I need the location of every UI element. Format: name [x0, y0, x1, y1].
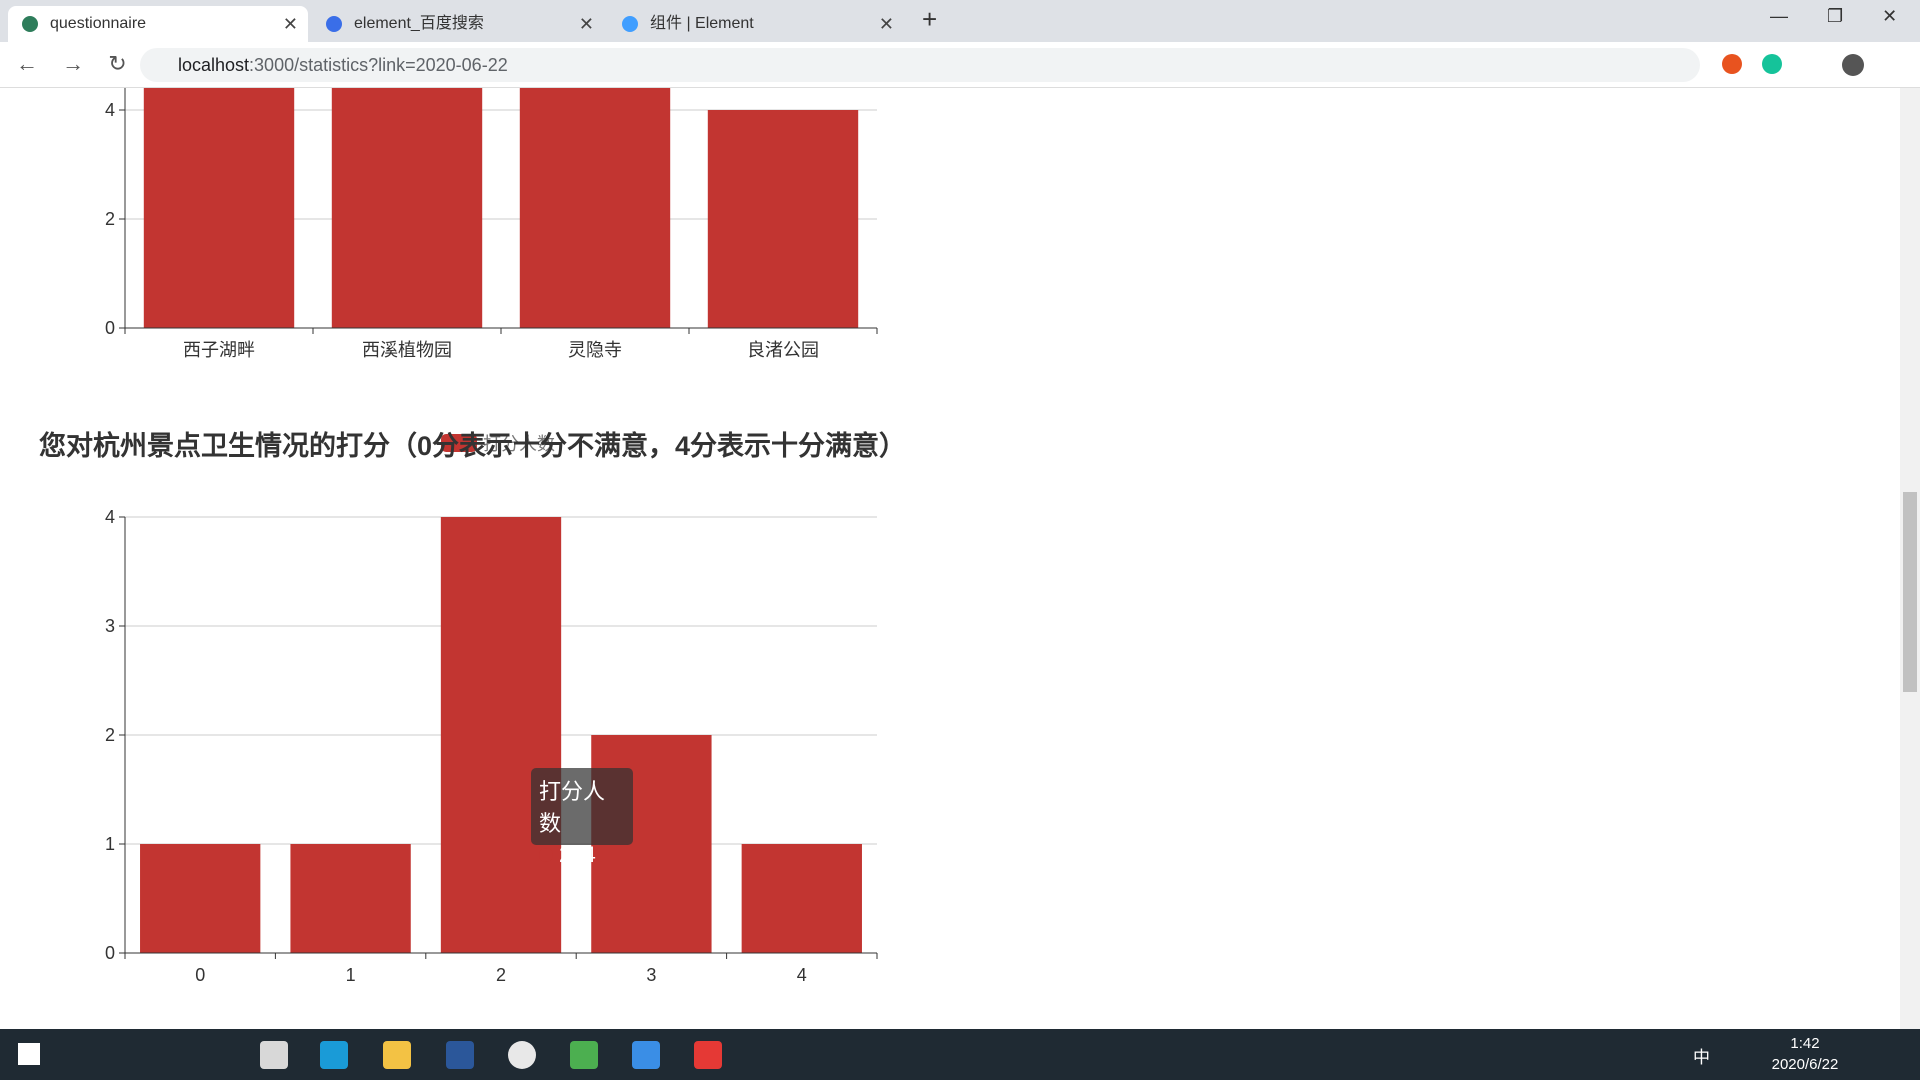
- app-icon[interactable]: [694, 1041, 722, 1069]
- tooltip: 打分人数 2 4: [531, 768, 633, 867]
- app-icon[interactable]: [383, 1041, 411, 1069]
- x-tick-label: 1: [346, 965, 356, 985]
- time: 1:42: [1790, 1035, 1820, 1052]
- x-tick-label: 4: [797, 965, 807, 985]
- tab[interactable]: element_百度搜索 ✕: [312, 6, 604, 42]
- clock[interactable]: 1:42 2020/6/22: [1760, 1033, 1850, 1075]
- app-icon[interactable]: [570, 1041, 598, 1069]
- profile[interactable]: [1842, 54, 1864, 76]
- tooltip-category: 2: [559, 842, 577, 867]
- new-tab[interactable]: +: [922, 4, 938, 34]
- app-icon[interactable]: [320, 1041, 348, 1069]
- x-tick-label: 西溪植物园: [362, 340, 452, 360]
- taskbar: 中 1:42 2020/6/22: [0, 1029, 1920, 1080]
- app-icon[interactable]: [508, 1041, 536, 1069]
- y-tick-label: 2: [105, 209, 115, 229]
- tooltip-title: 打分人数: [539, 779, 606, 836]
- bar: [707, 110, 859, 328]
- bar: [290, 844, 411, 953]
- y-tick-label: 2: [105, 725, 115, 745]
- extension[interactable]: [1762, 54, 1782, 74]
- extension[interactable]: [1722, 54, 1742, 74]
- app-icon[interactable]: [446, 1041, 474, 1069]
- tab-strip: questionnaire ✕ element_百度搜索 ✕ 组件 | Elemen…: [0, 0, 1920, 42]
- x-tick-label: 西子湖畔: [183, 340, 255, 360]
- bar: [741, 844, 862, 953]
- ime-indicator[interactable]: 中: [1693, 1048, 1710, 1067]
- url-host: localhost: [178, 55, 250, 75]
- window-controls[interactable]: — ❐ ✕: [1770, 6, 1898, 26]
- page-content: 0246西子湖畔西溪植物园灵隐寺良渚公园0123401234 打分人数 您对杭州…: [0, 88, 1920, 1029]
- y-tick-label: 0: [105, 943, 115, 963]
- scrollbar[interactable]: [1900, 88, 1920, 1029]
- app-icon[interactable]: [260, 1041, 288, 1069]
- legend-label: 打分人数: [483, 434, 555, 454]
- nav-buttons[interactable]: ← → ↻: [16, 51, 127, 76]
- chart-title: 您对杭州景点卫生情况的打分（0分表示十分不满意，4分表示十分满意）: [39, 431, 907, 461]
- x-tick-label: 良渚公园: [747, 340, 819, 360]
- tab-title: element_百度搜索: [354, 15, 484, 32]
- tab[interactable]: questionnaire ✕: [8, 6, 308, 42]
- charts: 0246西子湖畔西溪植物园灵隐寺良渚公园0123401234: [105, 88, 878, 985]
- tooltip-value: 4: [583, 842, 596, 867]
- x-tick-label: 2: [496, 965, 506, 985]
- y-tick-label: 3: [105, 616, 115, 636]
- tab-title: 组件 | Element: [650, 15, 754, 32]
- bar: [140, 844, 261, 953]
- date: 2020/6/22: [1771, 1056, 1839, 1073]
- x-tick-label: 0: [195, 965, 205, 985]
- tab[interactable]: 组件 | Element ✕: [608, 6, 904, 42]
- app-icon[interactable]: [632, 1041, 660, 1069]
- y-tick-label: 1: [105, 834, 115, 854]
- y-tick-label: 4: [105, 507, 115, 527]
- toolbar: ← → ↻ localhost:3000/statistics?link=202…: [0, 42, 1920, 88]
- bar: [331, 88, 483, 328]
- bar: [519, 88, 671, 328]
- bar: [143, 88, 295, 328]
- x-tick-label: 3: [646, 965, 656, 985]
- tab-title: questionnaire: [50, 15, 147, 32]
- x-tick-label: 灵隐寺: [568, 340, 622, 360]
- url-rest: :3000/statistics?link=2020-06-22: [249, 55, 508, 75]
- scroll-thumb[interactable]: [1903, 492, 1917, 692]
- y-tick-label: 4: [105, 100, 115, 120]
- start-button[interactable]: [18, 1043, 40, 1065]
- bar: [440, 517, 562, 953]
- address-bar[interactable]: localhost:3000/statistics?link=2020-06-2…: [140, 48, 1700, 82]
- y-tick-label: 0: [105, 318, 115, 338]
